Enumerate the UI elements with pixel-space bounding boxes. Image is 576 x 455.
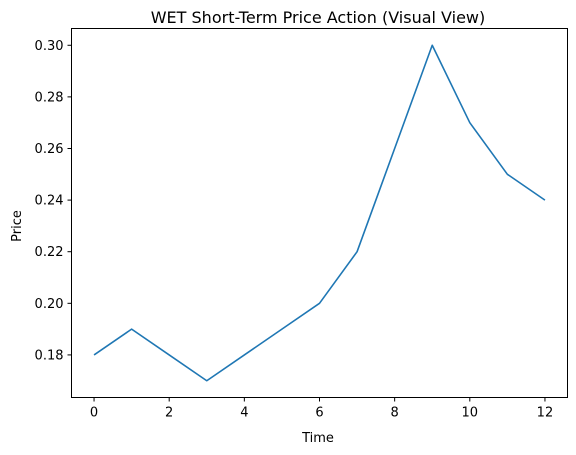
y-tick-label: 0.20 [35,297,64,312]
y-tick-label: 0.26 [35,142,64,157]
y-tick-label: 0.22 [35,245,64,260]
plot-area [93,44,546,382]
plot-frame [71,28,568,398]
x-tick-label: 12 [537,406,554,421]
y-tick-label: 0.24 [35,194,64,209]
x-axis: 0 2 4 6 8 10 12 [90,397,554,421]
y-tick-label: 0.18 [35,348,64,363]
x-tick-label: 6 [315,406,323,421]
x-tick-label: 0 [90,406,98,421]
y-axis: 0.18 0.20 0.22 0.24 0.26 0.28 0.30 [35,39,72,363]
x-tick-label: 8 [391,406,399,421]
x-axis-label: Time [301,431,334,446]
y-tick-label: 0.30 [35,39,64,54]
y-tick-label: 0.28 [35,90,64,105]
x-tick-label: 2 [165,406,173,421]
x-tick-label: 4 [240,406,248,421]
chart-title: WET Short-Term Price Action (Visual View… [151,8,486,27]
series-line [93,44,546,382]
y-axis-label: Price [10,210,25,242]
x-tick-label: 10 [462,406,479,421]
